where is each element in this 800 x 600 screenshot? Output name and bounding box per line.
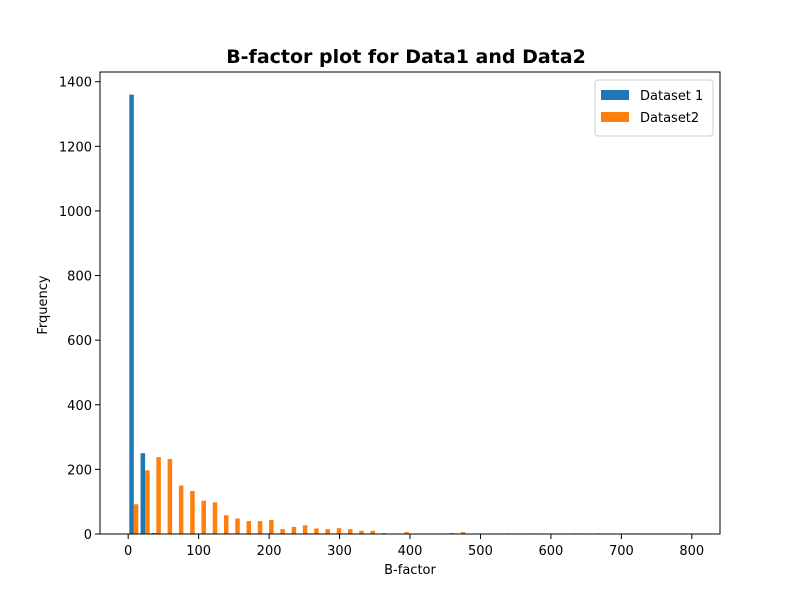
bar-series1-bin-1 — [140, 453, 146, 534]
legend-label-2: Dataset2 — [640, 111, 699, 126]
legend-swatch-1 — [601, 90, 629, 100]
bar-series2-bin-3 — [167, 459, 173, 534]
x-axis-label: B-factor — [384, 563, 436, 578]
bar-series2-bin-0 — [133, 504, 139, 534]
legend-swatch-2 — [601, 112, 629, 122]
bars-layer — [129, 94, 635, 535]
bar-series2-bin-9 — [235, 518, 240, 534]
y-tick-label-7: 1400 — [59, 76, 92, 91]
y-tick-label-1: 200 — [67, 463, 92, 478]
bar-series2-bin-19 — [348, 529, 353, 534]
y-axis-label: Frquency — [36, 275, 51, 335]
axes-layer: 0 100 200 300 400 500 600 700 800 0 200 400 600 800 10… — [59, 71, 721, 559]
bar-series1-bin-0 — [129, 94, 134, 535]
bar-series2-bin-15 — [302, 525, 308, 534]
x-tick-label-8: 800 — [679, 544, 704, 559]
bar-series2-bin-8 — [224, 515, 229, 534]
bar-series2-bin-10 — [246, 521, 252, 534]
bar-series2-bin-13 — [280, 529, 285, 534]
y-tick-label-0: 0 — [84, 528, 92, 543]
x-tick-label-5: 500 — [468, 544, 493, 559]
x-tick-label-2: 200 — [257, 544, 282, 559]
bar-series2-bin-18 — [336, 528, 342, 534]
x-tick-label-4: 400 — [398, 544, 423, 559]
bar-series2-bin-5 — [190, 491, 195, 534]
x-tick-label-3: 300 — [327, 544, 352, 559]
bar-series2-bin-25 — [460, 532, 466, 534]
y-tick-label-5: 1000 — [59, 205, 92, 220]
y-tick-label-4: 800 — [67, 270, 92, 285]
bar-series2-bin-16 — [314, 528, 319, 534]
bar-series2-bin-11 — [257, 521, 263, 534]
bar-series2-bin-21 — [370, 530, 376, 534]
x-tick-label-7: 700 — [609, 544, 634, 559]
bar-series2-bin-2 — [156, 457, 161, 534]
y-tick-label-3: 600 — [67, 334, 92, 349]
legend: Dataset 1 Dataset2 — [594, 79, 714, 137]
bar-series2-bin-17 — [325, 529, 330, 534]
bar-series2-bin-7 — [212, 502, 218, 534]
bar-series2-bin-14 — [291, 526, 297, 534]
x-tick-label-6: 600 — [538, 544, 563, 559]
bar-series2-bin-1 — [145, 470, 150, 534]
y-tick-label-6: 1200 — [59, 140, 92, 155]
legend-label-1: Dataset 1 — [640, 89, 703, 104]
x-tick-label-0: 0 — [124, 544, 132, 559]
bar-series2-bin-23 — [404, 532, 409, 534]
plot-frame — [99, 71, 721, 535]
y-tick-label-2: 400 — [67, 399, 92, 414]
bar-series2-bin-4 — [178, 485, 184, 534]
x-tick-label-1: 100 — [186, 544, 211, 559]
chart-title: B-factor plot for Data1 and Data2 — [226, 46, 586, 68]
bar-series2-bin-6 — [201, 500, 206, 534]
bar-series2-bin-20 — [359, 530, 364, 534]
bar-series2-bin-12 — [269, 520, 274, 534]
